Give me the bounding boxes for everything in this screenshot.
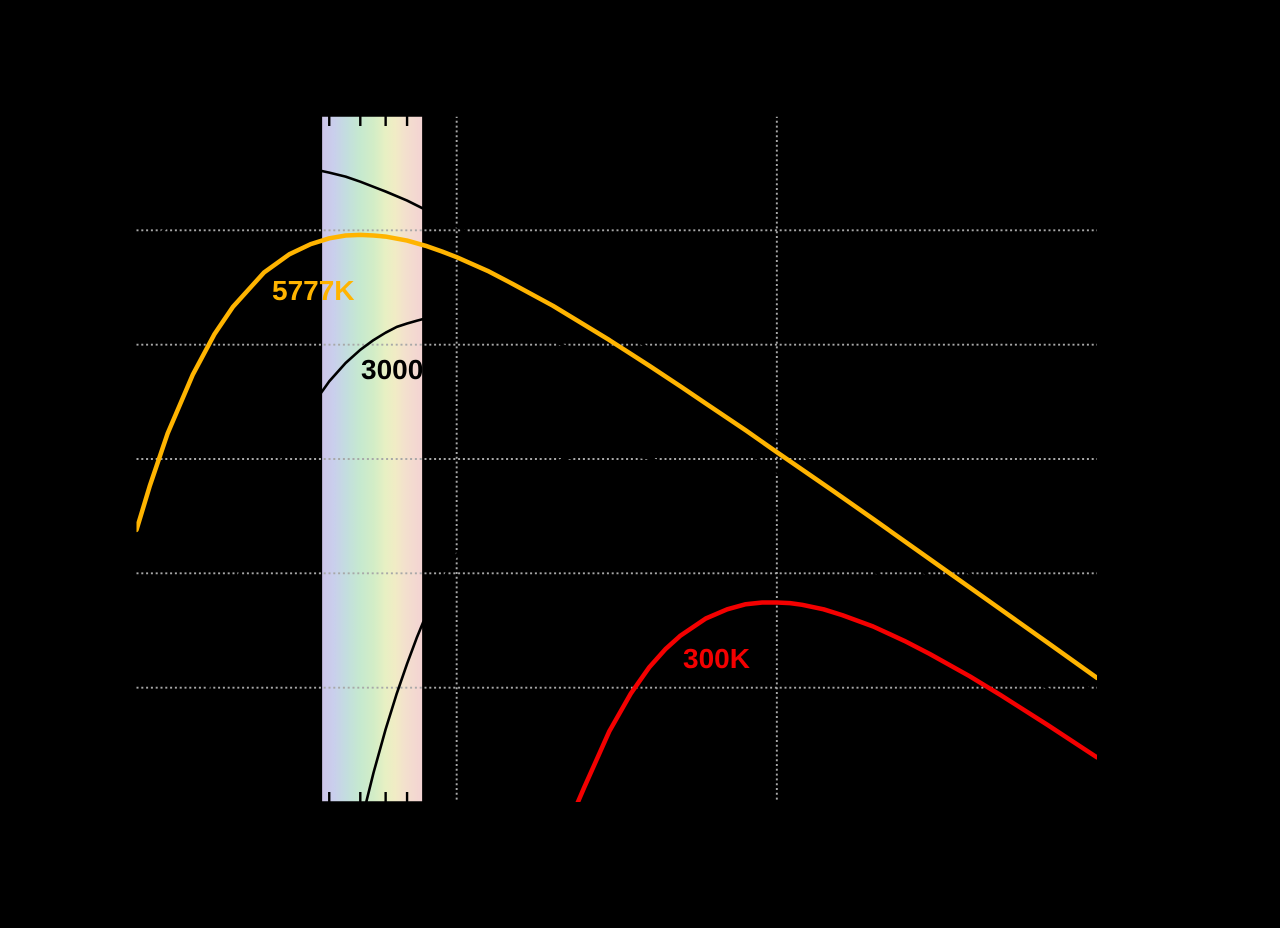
- curve-3000k: [182, 315, 1097, 802]
- curve-1000k: [364, 451, 1097, 802]
- curve-300k: [575, 600, 1097, 802]
- label-3000k: 3000K: [361, 354, 444, 385]
- label-5777k: 5777K: [272, 275, 355, 306]
- curve-5777k: [136, 232, 1097, 681]
- curve-10000k: [136, 165, 1097, 666]
- planck-curves: [136, 165, 1097, 802]
- axis-spines: [136, 115, 1097, 803]
- label-300k: 300K: [683, 643, 750, 674]
- curve-labels: 5777K 3000K 300K: [272, 275, 750, 674]
- wavelength-ticks: [328, 116, 409, 802]
